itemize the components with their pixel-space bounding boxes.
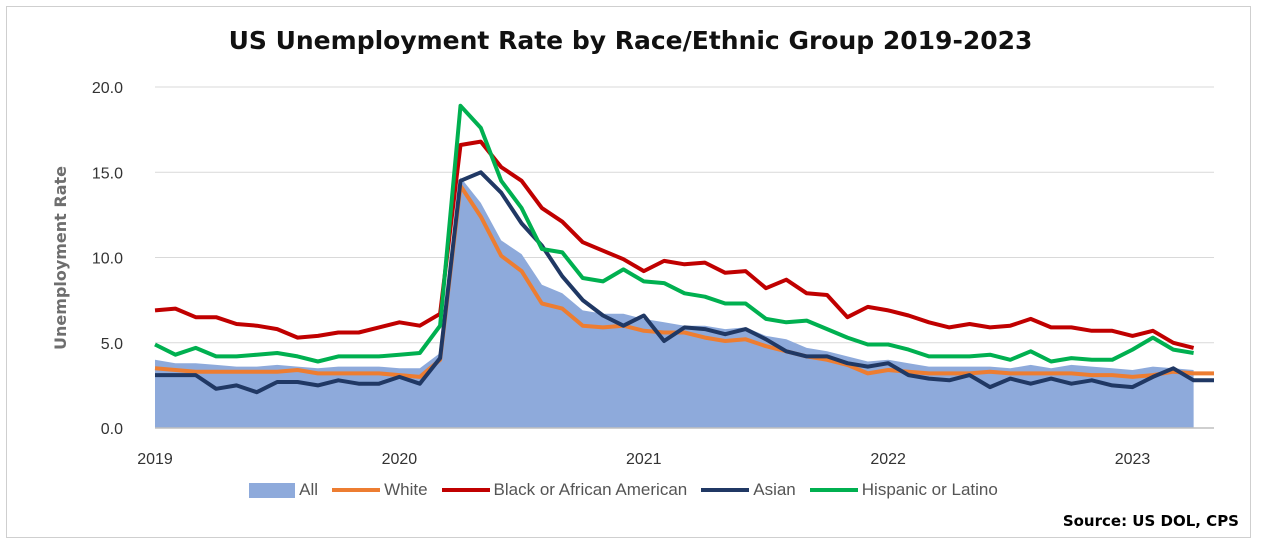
x-tick-label: 2021 [626, 451, 662, 468]
y-tick-label: 20.0 [92, 80, 123, 97]
x-tick-label: 2020 [382, 451, 418, 468]
series-layer [154, 103, 1214, 428]
y-tick-label: 0.0 [101, 421, 123, 438]
legend-swatch-black [441, 488, 490, 492]
legend-label-white: White [384, 480, 428, 499]
y-tick-label: 5.0 [101, 336, 123, 353]
chart-frame [6, 6, 1251, 538]
y-tick-label: 15.0 [92, 165, 123, 182]
legend-item-hispanic: Hispanic or Latino [809, 480, 998, 500]
series-line-black-or-african-american [154, 139, 1195, 350]
x-tick-labels: 2019 2020 2021 2022 2023 [137, 451, 1150, 468]
chart-title: US Unemployment Rate by Race/Ethnic Grou… [228, 26, 1033, 55]
legend-swatch-hispanic [809, 488, 858, 492]
legend: All White Black or African American Asia… [0, 480, 1261, 500]
legend-item-white: White [332, 480, 428, 500]
legend-swatch-all [249, 482, 296, 498]
legend-swatch-asian [701, 488, 750, 492]
legend-label-hispanic: Hispanic or Latino [861, 480, 998, 499]
x-tick-label: 2023 [1115, 451, 1151, 468]
legend-label-asian: Asian [753, 480, 796, 499]
series-line-white [154, 183, 1214, 379]
series-area-all [155, 177, 1194, 428]
legend-label-all: All [299, 480, 319, 499]
series-line-asian [155, 170, 1214, 395]
y-axis-label: Unemployment Rate [51, 166, 70, 350]
legend-item-black: Black or African American [441, 480, 688, 500]
source-note: Source: US DOL, CPS [1062, 512, 1239, 530]
series-line-hispanic-or-latino [154, 103, 1194, 364]
legend-item-asian: Asian [701, 480, 796, 500]
x-tick-label: 2022 [870, 451, 906, 468]
gridlines [155, 86, 1214, 344]
y-tick-labels: 0.0 5.0 10.0 15.0 20.0 [92, 80, 123, 438]
legend-item-all: All [249, 480, 318, 500]
legend-label-black: Black or African American [493, 480, 688, 499]
x-tick-label: 2019 [137, 451, 173, 468]
legend-swatch-white [332, 488, 381, 492]
y-tick-label: 10.0 [92, 251, 123, 268]
